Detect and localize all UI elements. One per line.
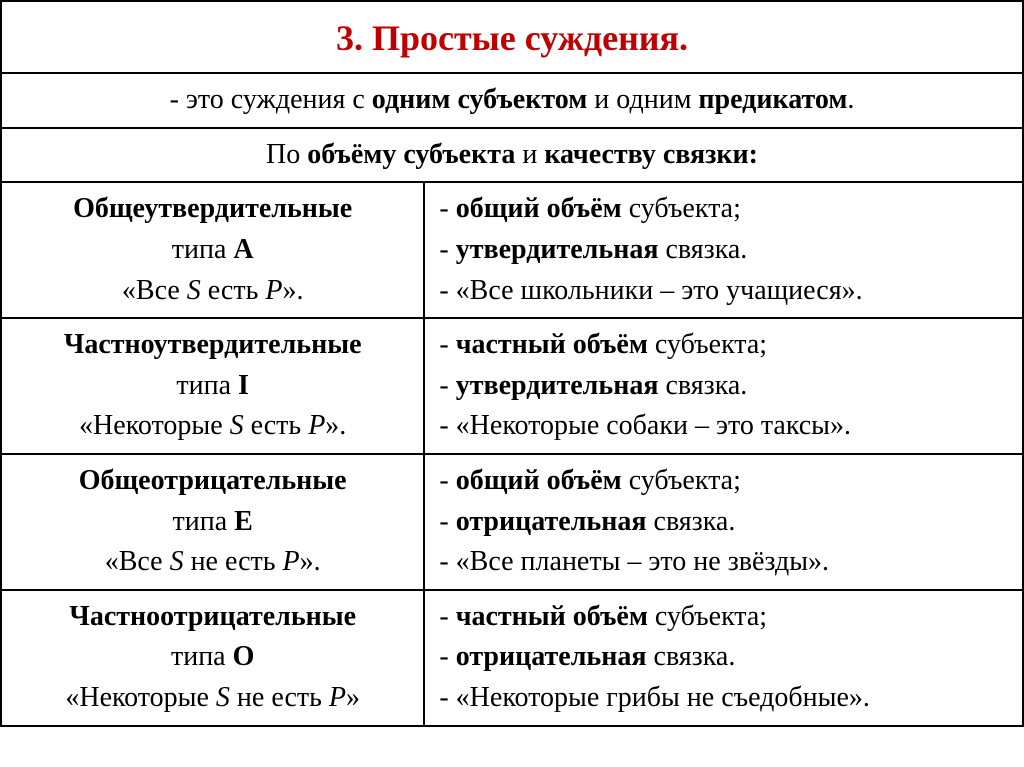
l2c: связка. (654, 641, 736, 672)
type-cell-o: Частноотрицательные типа O «Некоторые S … (2, 591, 425, 725)
type-label: типа (173, 506, 235, 537)
type-letter: I (238, 370, 249, 401)
l2a: - (439, 370, 455, 401)
l2b: утвердительная (456, 234, 666, 265)
formula-p: P (265, 275, 282, 306)
formula-pre: «Некоторые (79, 410, 230, 441)
l2a: - (439, 641, 455, 672)
formula-p: P (308, 410, 325, 441)
l2c: связка. (665, 234, 747, 265)
formula-post: ». (325, 410, 346, 441)
crit-t1: По (266, 139, 307, 170)
type-label: типа (171, 641, 233, 672)
desc-cell-i: - частный объём субъекта; - утвердительн… (425, 319, 1022, 453)
example: - «Все школьники – это учащиеся». (439, 275, 862, 306)
definition-row: - это суждения с одним субъектом и одним… (2, 72, 1022, 127)
l1a: - (439, 601, 455, 632)
l2b: отрицательная (456, 641, 654, 672)
formula-mid: есть (244, 410, 309, 441)
formula-s: S (187, 275, 201, 306)
crit-b1: объёму субъекта (307, 139, 515, 170)
type-cell-i: Частноутвердительные типа I «Некоторые S… (2, 319, 425, 453)
l1c: субъекта; (629, 465, 741, 496)
definition-text: - это суждения с одним субъектом и одним… (2, 74, 1022, 127)
l1b: частный объём (456, 601, 655, 632)
formula-s: S (170, 546, 184, 577)
l2c: связка. (654, 506, 736, 537)
title-text: Простые суждения. (372, 18, 688, 58)
desc-cell-a: - общий объём субъекта; - утвердительная… (425, 183, 1022, 317)
crit-b2: качеству связки: (544, 139, 758, 170)
title-row: 3. Простые суждения. (2, 2, 1022, 72)
def-t2: и одним (587, 84, 698, 115)
table-row: Частноотрицательные типа O «Некоторые S … (2, 589, 1022, 725)
criteria-row: По объёму субъекта и качеству связки: (2, 127, 1022, 182)
desc-cell-o: - частный объём субъекта; - отрицательна… (425, 591, 1022, 725)
type-letter: A (233, 234, 253, 265)
table-row: Общеотрицательные типа E «Все S не есть … (2, 453, 1022, 589)
type-name: Общеотрицательные (79, 465, 347, 496)
table-row: Частноутвердительные типа I «Некоторые S… (2, 317, 1022, 453)
formula-mid: не есть (230, 682, 329, 713)
l1b: частный объём (456, 329, 655, 360)
title-number: 3. (336, 18, 372, 58)
l2b: утвердительная (456, 370, 666, 401)
def-t3: . (847, 84, 854, 115)
l2b: отрицательная (456, 506, 654, 537)
table-row: Общеутвердительные типа A «Все S есть P»… (2, 181, 1022, 317)
example: - «Некоторые грибы не съедобные». (439, 682, 870, 713)
type-letter: O (233, 641, 255, 672)
example: - «Некоторые собаки – это таксы». (439, 410, 851, 441)
type-name: Общеутвердительные (73, 193, 352, 224)
formula-p: P (329, 682, 346, 713)
l1a: - (439, 329, 455, 360)
formula-post: » (346, 682, 360, 713)
type-cell-e: Общеотрицательные типа E «Все S не есть … (2, 455, 425, 589)
def-b2: предикатом (698, 84, 847, 115)
l1c: субъекта; (655, 601, 767, 632)
l1c: субъекта; (655, 329, 767, 360)
l1a: - (439, 193, 455, 224)
type-label: типа (172, 234, 234, 265)
l2c: связка. (665, 370, 747, 401)
formula-pre: «Все (105, 546, 170, 577)
def-t1: - это суждения с (170, 84, 372, 115)
formula-p: P (283, 546, 300, 577)
type-letter: E (234, 506, 253, 537)
l1b: общий объём (456, 193, 629, 224)
type-cell-a: Общеутвердительные типа A «Все S есть P»… (2, 183, 425, 317)
example: - «Все планеты – это не звёзды». (439, 546, 829, 577)
formula-post: ». (282, 275, 303, 306)
type-label: типа (176, 370, 238, 401)
def-b1: одним субъектом (372, 84, 588, 115)
l1c: субъекта; (629, 193, 741, 224)
l1a: - (439, 465, 455, 496)
formula-mid: есть (201, 275, 266, 306)
formula-mid: не есть (184, 546, 283, 577)
desc-cell-e: - общий объём субъекта; - отрицательная … (425, 455, 1022, 589)
type-name: Частноутвердительные (64, 329, 362, 360)
formula-s: S (216, 682, 230, 713)
l2a: - (439, 234, 455, 265)
criteria-text: По объёму субъекта и качеству связки: (2, 129, 1022, 182)
page-title: 3. Простые суждения. (2, 2, 1022, 72)
formula-pre: «Все (122, 275, 187, 306)
type-name: Частноотрицательные (69, 601, 356, 632)
logic-table: 3. Простые суждения. - это суждения с од… (0, 0, 1024, 727)
formula-post: ». (300, 546, 321, 577)
formula-pre: «Некоторые (65, 682, 216, 713)
l1b: общий объём (456, 465, 629, 496)
formula-s: S (230, 410, 244, 441)
l2a: - (439, 506, 455, 537)
crit-t2: и (515, 139, 544, 170)
